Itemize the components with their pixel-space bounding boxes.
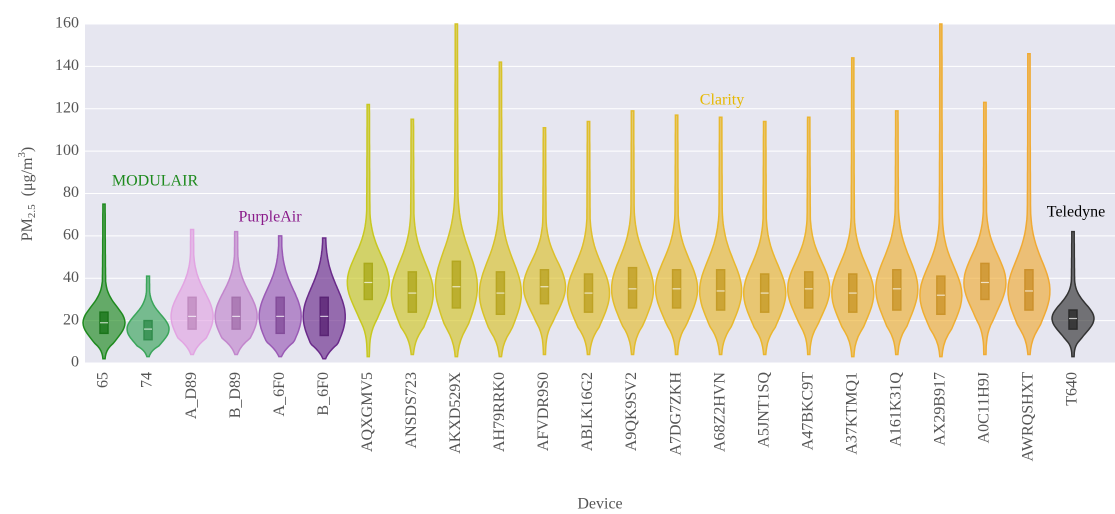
x-tick-label: A7DG7ZKH — [667, 372, 684, 456]
annotation: Teledyne — [1047, 204, 1105, 221]
violin — [698, 116, 743, 356]
box — [803, 271, 814, 309]
x-tick-label: A68Z2HVN — [711, 372, 728, 452]
box — [363, 262, 374, 301]
violin — [478, 61, 523, 358]
x-tick-label: ANSDS723 — [403, 372, 420, 448]
box — [892, 269, 902, 311]
x-tick-label: B_D89 — [227, 372, 244, 418]
y-label-part: ) — [19, 147, 36, 152]
violin — [1051, 230, 1095, 358]
x-tick-label: A47BKC9T — [799, 372, 816, 450]
violin — [258, 235, 302, 358]
violin — [82, 203, 126, 360]
x-tick-label: T640 — [1064, 372, 1081, 406]
box — [451, 260, 462, 309]
x-tick-label: AH79RRK0 — [491, 372, 508, 452]
x-tick-label: AFVDR9S0 — [535, 372, 552, 451]
box — [231, 296, 241, 330]
violin — [346, 103, 390, 358]
x-tick-label: AQXGMV5 — [359, 372, 376, 452]
box — [980, 262, 990, 301]
violin — [742, 120, 787, 356]
violins — [82, 23, 1095, 360]
box — [715, 269, 726, 311]
x-tick-label: A0C11H9J — [976, 372, 993, 443]
annotation: Clarity — [700, 92, 744, 109]
y-label-part: 2.5 — [26, 204, 38, 218]
violin — [963, 101, 1007, 356]
violin — [522, 127, 567, 356]
violin — [214, 230, 258, 356]
y-axis-title: PM2.5 (μg/m3) — [16, 147, 38, 242]
violin — [831, 57, 875, 358]
y-label-part: (μg/m — [19, 157, 36, 196]
y-tick-label: 120 — [55, 99, 79, 116]
violin — [170, 228, 214, 356]
x-axis-title: Device — [577, 496, 622, 513]
y-label-part: PM — [19, 218, 36, 241]
x-tick-label: A_D89 — [183, 372, 200, 419]
y-tick-label: 80 — [63, 184, 79, 201]
x-tick-label: A5JNT1SQ — [755, 372, 772, 448]
violin — [787, 116, 831, 356]
y-tick-label: 100 — [55, 142, 79, 159]
x-tick-label: A_6F0 — [271, 372, 288, 416]
box — [407, 271, 418, 313]
box — [275, 296, 285, 335]
x-tick-label: A161K31Q — [887, 372, 904, 447]
violin — [875, 110, 919, 356]
violin — [1007, 52, 1051, 356]
x-tick-label: A9QK9SV2 — [623, 372, 640, 451]
x-tick-label: 65 — [95, 372, 112, 388]
box — [1068, 309, 1078, 330]
y-tick-label: 160 — [55, 15, 79, 32]
x-tick-label: A37KTMQ1 — [843, 372, 860, 455]
y-label-part: 3 — [16, 152, 28, 158]
annotation: MODULAIR — [112, 173, 199, 190]
x-tick-label: AX29B917 — [932, 372, 949, 446]
annotation: PurpleAir — [238, 209, 302, 226]
y-tick-label: 0 — [71, 354, 79, 371]
violin — [919, 23, 963, 358]
x-tick-label: AWRQSHXT — [1020, 372, 1037, 462]
box — [627, 266, 638, 309]
y-tick-label: 60 — [63, 227, 79, 244]
x-tick-label: AKXD529X — [447, 372, 464, 454]
violin — [434, 23, 479, 358]
violin — [390, 118, 435, 356]
violin — [126, 275, 170, 358]
violin — [566, 120, 611, 356]
box — [187, 296, 197, 330]
box — [1024, 269, 1034, 311]
x-tick-label: 74 — [139, 372, 156, 388]
x-tick-label: B_6F0 — [315, 372, 332, 416]
violin — [610, 110, 655, 356]
violin — [654, 114, 699, 356]
y-tick-label: 40 — [63, 269, 79, 286]
y-tick-label: 140 — [55, 57, 79, 74]
box — [143, 319, 153, 341]
x-tick-label: ABLK16G2 — [579, 372, 596, 451]
y-tick-label: 20 — [63, 311, 79, 328]
